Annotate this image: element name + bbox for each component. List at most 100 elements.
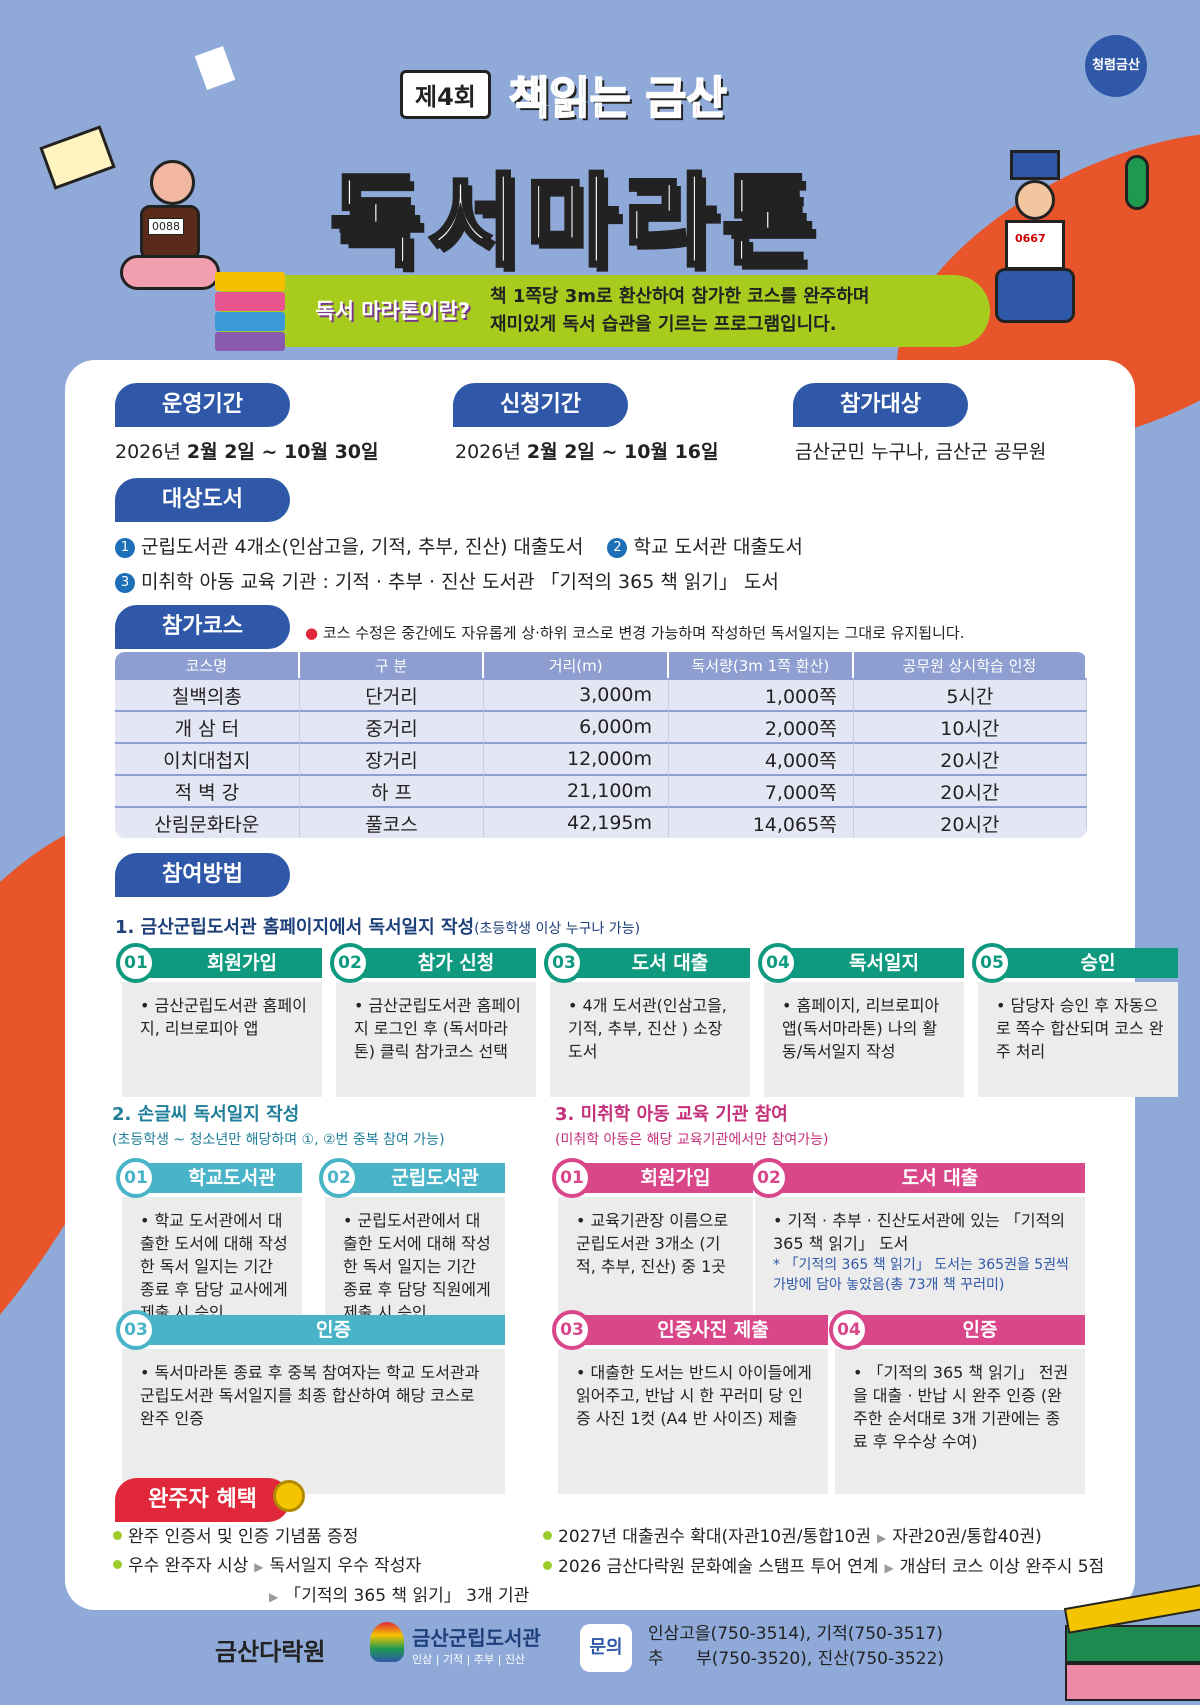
step-text: • 금산군립도서관 홈페이지 로그인 후 (독서마라톤) 클릭 참가코스 선택 [354,996,521,1061]
table-row: 산림문화타운 풀코스 42,195m 14,065쪽 20시간 [115,806,1087,838]
s1-step-01: 01 회원가입 • 금산군립도서관 홈페이지, 리브로피아 앱 [116,943,322,1097]
col-header: 공무원 상시학습 인정 [853,652,1087,678]
table-cell: 6,000m [484,710,670,742]
subtitle-text: (초등학생 ~ 청소년만 해당하며 ①, ②번 중복 참여 가능) [112,1132,445,1148]
bullet-icon [113,1531,122,1540]
s1-step-04: 04 독서일지 • 홈페이지, 리브로피아 앱(독서마라톤) 나의 활동/독서일… [758,943,964,1097]
label-participants: 참가대상 [793,383,968,427]
step-text: • 대출한 도서는 반드시 아이들에게 읽어주고, 반납 시 한 꾸러미 당 인… [576,1363,812,1428]
step-body: • 금산군립도서관 홈페이지, 리브로피아 앱 [122,982,322,1097]
table-cell: 12,000m [484,742,670,774]
table-cell: 3,000m [484,678,670,710]
table-cell: 장거리 [299,742,485,774]
s1-step-05: 05 승인 • 담당자 승인 후 자동으로 쪽수 합산되며 코스 완주 처리 [972,943,1178,1097]
step-header: 02 군립도서관 [319,1158,505,1198]
step-text: • 「기적의 365 책 읽기」 전권을 대출 · 반납 시 완주 인증 (완주… [853,1363,1069,1451]
library-name: 금산군립도서관 [412,1626,541,1650]
s3-step-04: 04 인증 • 「기적의 365 책 읽기」 전권을 대출 · 반납 시 완주 … [829,1310,1085,1494]
step-title: 인증사진 제출 [657,1319,769,1341]
benefit-sub: 자관20권/통합40권) [892,1527,1042,1547]
section-3-title: 3. 미취학 아동 교육 기관 참여 [555,1100,788,1126]
s1-step-02: 02 참가 신청 • 금산군립도서관 홈페이지 로그인 후 (독서마라톤) 클릭… [330,943,536,1097]
triangle-icon: ▶ [884,1561,894,1575]
label-benefits: 완주자 혜택 [115,1478,290,1522]
col-header: 독서량(3m 1쪽 환산) [669,652,854,678]
triangle-icon: ▶ [254,1560,264,1574]
step-header: 03 도서 대출 [544,943,750,983]
step-number: 02 [749,1158,789,1198]
col-header: 구 분 [299,652,485,678]
triangle-icon: ▶ [269,1590,279,1604]
medal-icon [273,1480,305,1512]
step-title: 참가 신청 [417,952,495,974]
step-header: 03 인증 [116,1310,505,1350]
step-body: • 금산군립도서관 홈페이지 로그인 후 (독서마라톤) 클릭 참가코스 선택 [336,982,536,1097]
page-icon [194,45,236,91]
step-text: • 학교 도서관에서 대출한 도서에 대해 작성한 독서 일지는 기간 종료 후… [140,1211,288,1322]
table-cell: 4,000쪽 [669,742,854,774]
bib-number: 0088 [148,218,184,235]
step-title: 군립도서관 [391,1167,479,1189]
dates: 2월 2일 ~ 10월 16일 [526,441,719,463]
step-header: 01 회원가입 [116,943,322,983]
target-books-line-2: 3 미취학 아동 교육 기관 : 기적 · 추부 · 진산 도서관 「기적의 36… [115,567,779,594]
step-note: * 「기적의 365 책 읽기」 도서는 365권을 5권씩 가방에 담아 놓았… [773,1257,1069,1293]
step-header: 03 인증사진 제출 [552,1310,828,1350]
subtitle: 책읽는 금산 [508,62,728,126]
number-icon: 1 [115,538,135,558]
step-text: • 금산군립도서관 홈페이지, 리브로피아 앱 [140,996,307,1038]
step-number: 01 [552,1158,592,1198]
subtitle-text: (미취학 아동은 해당 교육기관에서만 참여가능) [555,1132,829,1148]
edition-badge: 제4회 [400,69,491,119]
table-cell: 적 벽 강 [115,774,300,806]
runner-left-illustration: 0088 [120,160,230,300]
step-header: 02 도서 대출 [749,1158,1085,1198]
contact-line: 인삼고을(750-3514), 기적(750-3517) [648,1624,943,1644]
table-cell: 하 프 [299,774,485,806]
book-stack-icon [1063,1582,1200,1705]
table-cell: 개 삼 터 [115,710,300,742]
step-header: 02 참가 신청 [330,943,536,983]
banner-line: 책 1쪽당 3m로 환산하여 참가한 코스를 완주하며 [490,286,870,307]
participants: 금산군민 누구나, 금산군 공무원 [795,441,1047,463]
subtitle-b: 금산 [645,72,728,125]
step-header: 01 회원가입 [552,1158,753,1198]
benefit-item: 2027년 대출권수 확대(자관10권/통합10권 [558,1527,872,1547]
library-branches: 인삼 | 기적 | 추부 | 진산 [412,1653,526,1666]
step-title: 인증 [316,1319,351,1341]
runner-right-illustration: 0667 [990,150,1090,330]
benefit-item: 2026 금산다락원 문화예술 스탬프 투어 연계 [558,1557,879,1577]
step-header: 04 독서일지 [758,943,964,983]
table-cell: 21,100m [484,774,670,806]
step-number: 03 [552,1310,592,1350]
label-application-period: 신청기간 [453,383,628,427]
table-row: 칠백의총 단거리 3,000m 1,000쪽 5시간 [115,678,1087,710]
s1-step-03: 03 도서 대출 • 4개 도서관(인삼고을, 기적, 추부, 진산 ) 소장도… [544,943,750,1097]
step-body: • 독서마라톤 종료 후 중복 참여자는 학교 도서관과 군립도서관 독서일지를… [122,1349,505,1494]
step-number: 02 [319,1158,359,1198]
step-header: 05 승인 [972,943,1178,983]
banner-description: 책 1쪽당 3m로 환산하여 참가한 코스를 완주하며 재미있게 독서 습관을 … [490,283,869,339]
step-text: • 독서마라톤 종료 후 중복 참여자는 학교 도서관과 군립도서관 독서일지를… [140,1363,480,1428]
step-number: 03 [116,1310,156,1350]
logo-darakwon: 금산다락원 [215,1637,326,1666]
step-body: • 담당자 승인 후 자동으로 쪽수 합산되며 코스 완주 처리 [978,982,1178,1097]
table-row: 개 삼 터 중거리 6,000m 2,000쪽 10시간 [115,710,1087,742]
book-item: 군립도서관 4개소(인삼고을, 기적, 추부, 진산) 대출도서 [141,536,584,558]
step-text: • 교육기관장 이름으로 군립도서관 3개소 (기적, 추부, 진산) 중 1곳 [576,1211,729,1276]
benefit-item: 완주 인증서 및 인증 기념품 증정 [128,1527,359,1547]
number-icon: 3 [115,573,135,593]
logo-badge: 청렴금산 [1085,35,1147,97]
table-cell: 14,065쪽 [669,806,854,838]
step-title: 회원가입 [640,1167,711,1189]
table-row: 이치대첩지 장거리 12,000m 4,000쪽 20시간 [115,742,1087,774]
step-body: • 대출한 도서는 반드시 아이들에게 읽어주고, 반납 시 한 꾸러미 당 인… [558,1349,828,1494]
banner-question: 독서 마라톤이란? [315,299,470,323]
dates: 2월 2일 ~ 10월 30일 [186,441,379,463]
col-header: 코스명 [115,652,300,678]
section-2-subtitle: (초등학생 ~ 청소년만 해당하며 ①, ②번 중복 참여 가능) [112,1128,445,1149]
title-top: 제4회 책읽는 금산 [400,62,728,126]
s2-step-03: 03 인증 • 독서마라톤 종료 후 중복 참여자는 학교 도서관과 군립도서관… [116,1310,505,1494]
step-body: • 기적 · 추부 · 진산도서관에 있는 「기적의 365 책 읽기」 도서 … [755,1197,1085,1317]
